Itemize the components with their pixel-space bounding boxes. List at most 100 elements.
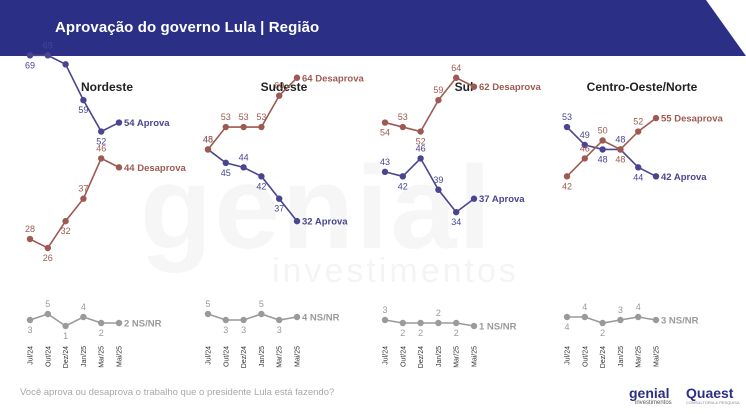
data-label-aprova: 69 xyxy=(43,40,53,50)
x-tick-label: Mar/25 xyxy=(99,346,106,368)
data-point-desaprova xyxy=(240,123,247,131)
quaest-logo-text: Quaest xyxy=(686,385,734,401)
data-point-ns-nr xyxy=(581,313,588,321)
data-label-ns-nr: 3 xyxy=(382,305,387,315)
data-label-desaprova: 42 xyxy=(562,181,572,191)
data-point-ns-nr xyxy=(652,316,660,324)
panel-title-sudeste: Sudeste xyxy=(261,80,308,94)
data-label-desaprova: 64 xyxy=(451,63,461,73)
data-point-aprova xyxy=(240,164,247,171)
data-label-aprova: 48 xyxy=(598,154,608,164)
x-tick-label: Out/24 xyxy=(400,346,407,367)
end-label-aprova: 54 Aprova xyxy=(124,118,170,129)
end-label-aprova: 42 Aprova xyxy=(661,172,707,183)
data-point-aprova xyxy=(381,168,389,176)
data-point-aprova xyxy=(80,96,87,104)
x-tick-label: Jul/24 xyxy=(206,346,213,365)
end-label-desaprova: 62 Desaprova xyxy=(479,82,542,93)
data-label-aprova: 44 xyxy=(239,152,249,162)
data-label-ns-nr: 3 xyxy=(277,325,282,335)
data-point-desaprova xyxy=(115,164,123,171)
data-point-desaprova xyxy=(44,244,51,252)
data-point-ns-nr xyxy=(222,316,229,324)
data-label-ns-nr: 3 xyxy=(241,325,246,335)
data-point-desaprova xyxy=(26,235,34,243)
data-label-ns-nr: 2 xyxy=(600,328,605,338)
end-label-desaprova: 55 Desaprova xyxy=(661,114,724,125)
data-label-aprova: 42 xyxy=(256,181,266,191)
data-point-aprova xyxy=(115,119,123,126)
data-point-desaprova xyxy=(599,137,606,144)
data-point-aprova xyxy=(652,173,660,180)
data-label-aprova: 45 xyxy=(221,168,231,178)
data-point-desaprova xyxy=(435,96,442,104)
header-bar: Aprovação do governo Lula | Região xyxy=(0,0,746,56)
data-label-desaprova: 46 xyxy=(96,143,106,153)
data-label-aprova: 69 xyxy=(25,60,35,70)
end-label-desaprova: 44 Desaprova xyxy=(124,163,187,174)
data-label-aprova: 49 xyxy=(580,130,590,140)
data-label-desaprova: 37 xyxy=(78,184,88,194)
data-label-aprova: 48 xyxy=(615,134,625,144)
end-label-aprova: 37 Aprova xyxy=(479,194,525,205)
data-point-aprova xyxy=(453,208,460,216)
data-label-ns-nr: 4 xyxy=(636,302,641,312)
survey-question: Você aprova ou desaprova o trabalho que … xyxy=(20,387,335,398)
data-point-ns-nr xyxy=(635,313,642,321)
data-label-ns-nr: 3 xyxy=(223,325,228,335)
x-tick-label: Dez/24 xyxy=(600,346,607,368)
end-label-ns-nr: 4 NS/NR xyxy=(302,313,340,324)
data-point-ns-nr xyxy=(240,316,247,324)
data-point-aprova xyxy=(599,146,606,153)
data-label-desaprova: 46 xyxy=(580,143,590,153)
end-label-aprova: 32 Aprova xyxy=(302,217,348,228)
data-point-desaprova xyxy=(563,173,571,180)
data-point-ns-nr xyxy=(417,319,424,327)
data-label-ns-nr: 5 xyxy=(259,299,264,309)
data-point-desaprova xyxy=(258,123,265,131)
end-label-desaprova: 64 Desaprova xyxy=(302,73,365,84)
data-point-ns-nr xyxy=(563,313,571,321)
series-line-aprova xyxy=(566,126,657,178)
data-point-aprova xyxy=(293,217,301,225)
data-label-aprova: 42 xyxy=(398,181,408,191)
data-point-ns-nr xyxy=(115,319,123,327)
data-point-desaprova xyxy=(652,114,660,122)
data-label-aprova: 52 xyxy=(96,137,106,147)
x-tick-label: Mai/25 xyxy=(654,346,661,367)
x-tick-label: Mar/25 xyxy=(454,346,461,368)
genial-logo: genial investimentos xyxy=(629,386,672,406)
data-point-ns-nr xyxy=(26,316,34,324)
data-label-desaprova: 52 xyxy=(416,137,426,147)
data-point-ns-nr xyxy=(98,319,105,327)
series-line-desaprova xyxy=(207,77,298,150)
data-point-aprova xyxy=(222,159,229,167)
data-point-desaprova xyxy=(417,128,424,135)
x-tick-label: Dez/24 xyxy=(241,346,248,368)
data-point-ns-nr xyxy=(599,319,606,327)
data-label-ns-nr: 2 xyxy=(99,328,104,338)
data-label-ns-nr: 4 xyxy=(564,322,569,332)
genial-logo-text: genial xyxy=(629,385,670,401)
end-label-ns-nr: 1 NS/NR xyxy=(479,322,517,333)
x-tick-label: Mai/25 xyxy=(117,346,124,367)
data-label-ns-nr: 1 xyxy=(63,331,68,341)
data-label-aprova: 59 xyxy=(78,105,88,115)
data-label-desaprova: 48 xyxy=(615,154,625,164)
data-point-ns-nr xyxy=(453,319,460,327)
data-point-desaprova xyxy=(581,155,588,162)
data-point-desaprova xyxy=(80,195,87,202)
x-tick-label: Out/24 xyxy=(582,346,589,367)
x-tick-label: Jul/24 xyxy=(383,346,390,365)
data-label-desaprova: 53 xyxy=(221,112,231,122)
data-point-aprova xyxy=(470,195,478,202)
data-label-desaprova: 52 xyxy=(633,117,643,127)
data-label-desaprova: 53 xyxy=(256,112,266,122)
data-point-aprova xyxy=(563,123,571,131)
header-corner-wedge xyxy=(706,0,746,56)
x-tick-label: Out/24 xyxy=(45,346,52,367)
data-point-ns-nr xyxy=(258,310,265,318)
data-point-ns-nr xyxy=(44,310,51,318)
data-label-ns-nr: 3 xyxy=(27,325,32,335)
